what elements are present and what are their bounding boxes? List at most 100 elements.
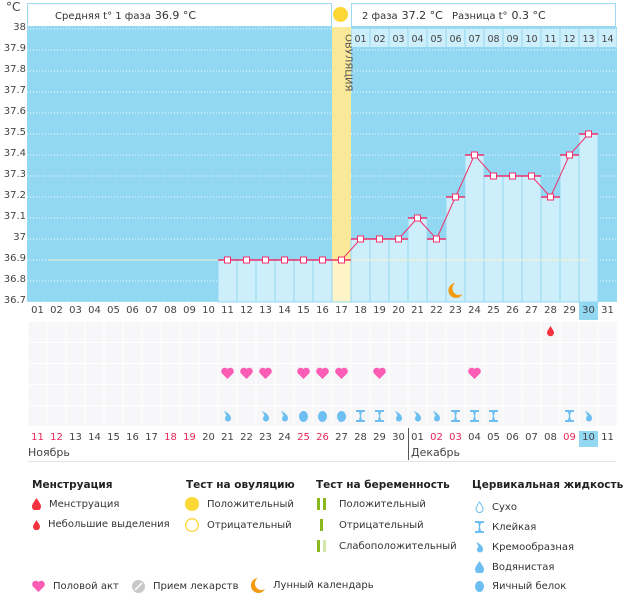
cycle-day-label[interactable]: 07 (145, 305, 158, 316)
cycle-day-label[interactable]: 02 (50, 305, 63, 316)
cycle-day-label[interactable]: 03 (69, 305, 82, 316)
grid-cell (85, 364, 104, 384)
cycle-day-label[interactable]: 31 (601, 305, 614, 316)
cycle-day-label[interactable]: 15 (297, 305, 310, 316)
cycle-day-label[interactable]: 19 (373, 305, 386, 316)
fluid-creamy-icon (395, 411, 402, 422)
phase1-summary: Средняя t° 1 фаза 36.9 °C (27, 3, 332, 27)
cycle-day-label[interactable]: 24 (468, 305, 481, 316)
grid-cell (85, 406, 104, 426)
grid-cell (275, 364, 294, 384)
calendar-date-label[interactable]: 14 (88, 432, 101, 443)
temperature-bar (559, 154, 580, 303)
cycle-day-label[interactable]: 01 (31, 305, 44, 316)
cycle-day-label[interactable]: 18 (354, 305, 367, 316)
legend-medication-label: Прием лекарств (153, 581, 239, 592)
cycle-day-label[interactable]: 17 (335, 305, 348, 316)
calendar-date-label[interactable]: 23 (259, 432, 272, 443)
calendar-date-label[interactable]: 22 (240, 432, 253, 443)
grid-cell (522, 385, 541, 405)
grid-cell (85, 322, 104, 342)
grid-cell (503, 322, 522, 342)
calendar-date-label[interactable]: 29 (373, 432, 386, 443)
grid-cell (199, 364, 218, 384)
calendar-date-label[interactable]: 15 (107, 432, 120, 443)
calendar-date-label[interactable]: 20 (202, 432, 215, 443)
legend-fluid-sticky: Клейкая (475, 521, 536, 533)
cycle-day-label[interactable]: 28 (544, 305, 557, 316)
cycle-day-label[interactable]: 16 (316, 305, 329, 316)
calendar-date-label[interactable]: 17 (145, 432, 158, 443)
grid-cell (351, 322, 370, 342)
calendar-date-label[interactable]: 16 (126, 432, 139, 443)
calendar-date-label[interactable]: 02 (430, 432, 443, 443)
cycle-day-label[interactable]: 04 (88, 305, 101, 316)
grid-cell (351, 385, 370, 405)
calendar-date-label[interactable]: 28 (354, 432, 367, 443)
fluid-creamy-icon (433, 411, 440, 422)
cycle-day-label[interactable]: 20 (392, 305, 405, 316)
grid-cell (522, 343, 541, 363)
cycle-day-label[interactable]: 27 (525, 305, 538, 316)
cycle-day-label[interactable]: 23 (449, 305, 462, 316)
calendar-date-label[interactable]: 01 (411, 432, 424, 443)
calendar-date-label[interactable]: 11 (601, 432, 614, 443)
cycle-day-label[interactable]: 11 (221, 305, 234, 316)
cycle-day-label[interactable]: 12 (240, 305, 253, 316)
calendar-date-label[interactable]: 27 (335, 432, 348, 443)
temperature-bar (369, 238, 390, 303)
luteal-day-label: 12 (563, 34, 575, 45)
cycle-day-label[interactable]: 29 (563, 305, 576, 316)
cycle-day-label[interactable]: 25 (487, 305, 500, 316)
fluid-creamy-icon (224, 411, 231, 422)
cycle-day-label[interactable]: 06 (126, 305, 139, 316)
luteal-day-label: 06 (449, 34, 461, 45)
calendar-date-label[interactable]: 10 (579, 431, 598, 447)
cycle-day-label[interactable]: 22 (430, 305, 443, 316)
calendar-date-label[interactable]: 09 (563, 432, 576, 443)
calendar-date-label[interactable]: 18 (164, 432, 177, 443)
cycle-day-label[interactable]: 30 (579, 302, 598, 320)
grid-cell (180, 364, 199, 384)
temperature-bar (540, 196, 561, 303)
y-tick-label: 36.9 (3, 253, 26, 264)
calendar-date-label[interactable]: 03 (449, 432, 462, 443)
calendar-date-label[interactable]: 19 (183, 432, 196, 443)
temperature-bar (255, 259, 276, 303)
grid-cell (275, 385, 294, 405)
grid-cell (28, 406, 47, 426)
egg-icon (475, 581, 484, 592)
calendar-date-label[interactable]: 24 (278, 432, 291, 443)
cycle-day-label[interactable]: 21 (411, 305, 424, 316)
grid-cell (237, 343, 256, 363)
cycle-day-label[interactable]: 14 (278, 305, 291, 316)
calendar-date-label[interactable]: 07 (525, 432, 538, 443)
calendar-date-label[interactable]: 13 (69, 432, 82, 443)
grid-cell (560, 343, 579, 363)
cycle-day-label[interactable]: 10 (202, 305, 215, 316)
temperature-bar (350, 238, 371, 303)
temperature-bar (312, 259, 333, 303)
y-tick-label: 37.5 (3, 127, 26, 138)
calendar-date-label[interactable]: 30 (392, 432, 405, 443)
calendar-date-label[interactable]: 11 (31, 432, 44, 443)
calendar-date-label[interactable]: 12 (50, 432, 63, 443)
grid-cell (161, 322, 180, 342)
one-line-icon (320, 519, 323, 531)
calendar-date-label[interactable]: 26 (316, 432, 329, 443)
y-tick-label: 37.6 (3, 106, 26, 117)
cycle-day-label[interactable]: 26 (506, 305, 519, 316)
cycle-day-label[interactable]: 08 (164, 305, 177, 316)
calendar-date-label[interactable]: 06 (506, 432, 519, 443)
cycle-day-label[interactable]: 09 (183, 305, 196, 316)
cycle-day-label[interactable]: 13 (259, 305, 272, 316)
diff-label: Разница t° 0.3 °C (452, 9, 546, 22)
calendar-date-label[interactable]: 04 (468, 432, 481, 443)
legend-ovulation-positive: Положительный (185, 497, 294, 511)
grid-cell (256, 322, 275, 342)
calendar-date-label[interactable]: 25 (297, 432, 310, 443)
calendar-date-label[interactable]: 05 (487, 432, 500, 443)
calendar-date-label[interactable]: 08 (544, 432, 557, 443)
calendar-date-label[interactable]: 21 (221, 432, 234, 443)
cycle-day-label[interactable]: 05 (107, 305, 120, 316)
